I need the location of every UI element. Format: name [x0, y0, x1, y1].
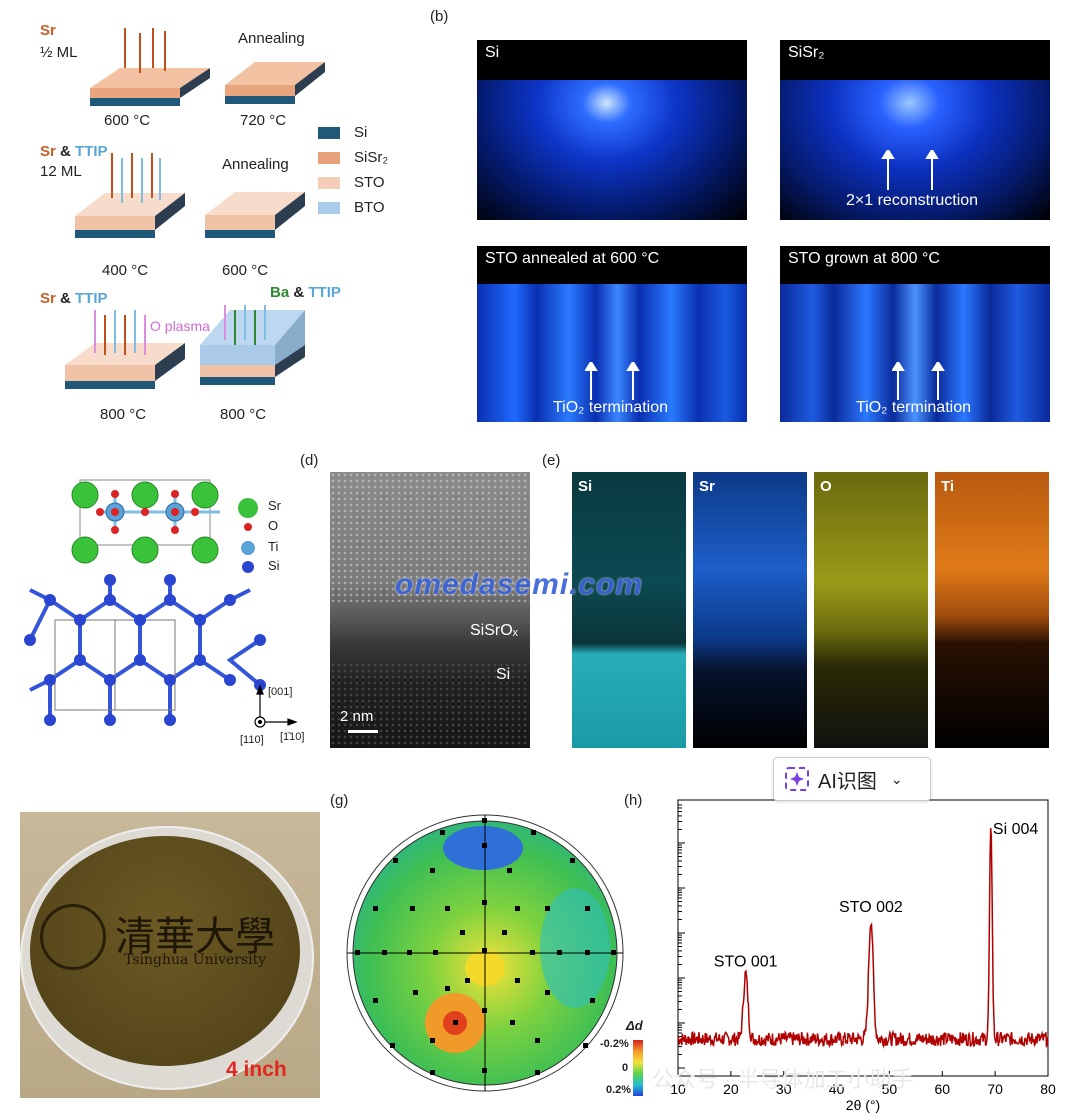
- legend-si-label: Si: [268, 558, 280, 573]
- temp-800b: 800 °C: [220, 406, 267, 423]
- x-tick-label: 50: [882, 1081, 898, 1097]
- crystal-structure: [24, 479, 298, 728]
- peak-label: STO 002: [839, 899, 903, 916]
- xrd-series: [677, 827, 1049, 1049]
- eds-ti-label: Ti: [941, 478, 955, 495]
- tem-image: SiSrOₓ Si 2 nm: [330, 472, 530, 748]
- chevron-down-icon: ⌄: [890, 770, 903, 787]
- panel-h-letter: (h): [624, 792, 643, 809]
- label-si-tem: Si: [496, 666, 511, 683]
- ai-recognize-button[interactable]: AI识图 ⌄: [773, 757, 931, 801]
- slab-3: [75, 153, 185, 238]
- x-tick-label: 20: [723, 1081, 739, 1097]
- rheed-sto-600: STO annealed at 600 °C TiO₂ termination: [477, 246, 747, 422]
- x-tick-label: 40: [829, 1081, 845, 1097]
- rheed-sisr2-title: SiSr₂: [788, 44, 825, 61]
- legend-ti-label: Ti: [268, 539, 279, 554]
- axis-001: [001]: [268, 686, 293, 698]
- atom-legend: [238, 498, 258, 573]
- wafer-size: 4 inch: [226, 1058, 287, 1081]
- temp-400: 400 °C: [102, 262, 149, 279]
- tsinghua-logo-cn: 清華大學: [115, 914, 275, 960]
- rheed-sto-800: STO grown at 800 °C TiO₂ termination: [780, 246, 1050, 422]
- xrd-chart: 10 20 30 40 50 60 70 80 STO 001 STO 002 Si 004 2θ…: [670, 799, 1056, 1113]
- panel-b-letter: (b): [430, 8, 449, 25]
- rheed-sto600-title: STO annealed at 600 °C: [485, 250, 660, 267]
- slab-1: [90, 28, 210, 106]
- sto-cell: [71, 479, 220, 564]
- rheed-si: Si: [477, 40, 747, 220]
- rheed-si-title: Si: [485, 44, 500, 61]
- legend-sisr2: SiSr₂: [354, 149, 389, 166]
- layer-legend: Si SiSr₂ STO BTO: [318, 124, 388, 216]
- x-axis-label: 2θ (°): [846, 1097, 880, 1113]
- tsinghua-logo-en: Tsinghua University: [124, 952, 267, 968]
- eds-map-si: Si: [572, 472, 686, 748]
- arrow-icons: [881, 150, 939, 190]
- slab-2: [225, 62, 325, 104]
- temp-720: 720 °C: [240, 112, 287, 129]
- legend-si: Si: [354, 124, 368, 141]
- rheed-sisr2: SiSr₂ 2×1 reconstruction: [780, 40, 1050, 220]
- label-sr-ttip: Sr & TTIP: [40, 143, 108, 160]
- legend-bto: BTO: [354, 199, 385, 216]
- peak-label: STO 001: [714, 954, 778, 971]
- legend-sr-label: Sr: [268, 498, 281, 513]
- label-sisrox: SiSrOₓ: [470, 622, 518, 639]
- colorbar-title: Δd: [626, 1018, 643, 1033]
- label-sr: Sr: [40, 22, 56, 39]
- ai-button-label: AI识图: [818, 770, 877, 793]
- scale-label: 2 nm: [340, 708, 374, 725]
- annealing-1: Annealing: [238, 30, 305, 47]
- panel-e-letter: (e): [542, 452, 561, 469]
- slab-4: [205, 192, 305, 238]
- panel-d-letter: (d): [300, 452, 319, 469]
- colorbar-top: -0.2%: [600, 1038, 629, 1050]
- x-tick-label: 10: [670, 1081, 686, 1097]
- x-tick-label: 70: [987, 1081, 1003, 1097]
- legend-o-label: O: [268, 518, 279, 533]
- watermark: omedasemi.com: [395, 568, 644, 601]
- temp-600: 600 °C: [104, 112, 151, 129]
- plot-frame: [677, 799, 1049, 1077]
- slab-6: [200, 305, 305, 385]
- rheed-sto600-caption: TiO₂ termination: [553, 399, 668, 416]
- label-ba-ttip: Ba & TTIP: [270, 284, 341, 301]
- rheed-sto800-caption: TiO₂ termination: [856, 399, 971, 416]
- label-sr-ttip-2: Sr & TTIP: [40, 290, 108, 307]
- ai-sparkle-icon: [785, 767, 809, 791]
- rheed-sto800-title: STO grown at 800 °C: [788, 250, 940, 267]
- x-tick-label: 60: [934, 1081, 950, 1097]
- panel-g-letter: (g): [330, 792, 349, 809]
- arrow-icons: [585, 362, 640, 400]
- x-tick-label: 30: [776, 1081, 792, 1097]
- eds-map-sr: Sr: [693, 472, 807, 748]
- axis-110: [110]: [240, 734, 264, 746]
- arrow-icons: [892, 362, 945, 400]
- eds-o-label: O: [820, 478, 832, 495]
- eds-map-ti: Ti: [935, 472, 1049, 748]
- x-tick-label: 80: [1040, 1081, 1056, 1097]
- annealing-2: Annealing: [222, 156, 289, 173]
- colorbar-mid: 0: [622, 1062, 629, 1074]
- label-oplasma: O plasma: [150, 318, 210, 334]
- slab-5: [65, 310, 185, 389]
- scale-bar: [348, 730, 378, 733]
- temp-600b: 600 °C: [222, 262, 269, 279]
- label-half-ml: ½ ML: [40, 44, 78, 61]
- wafer-photo: 清華大學 Tsinghua University 4 inch: [20, 812, 320, 1098]
- label-12ml: 12 ML: [40, 163, 82, 180]
- colorbar-bottom: 0.2%: [606, 1084, 632, 1096]
- colorbar: [633, 1040, 643, 1096]
- legend-sto: STO: [354, 174, 385, 191]
- wechat-watermark: 公众号 · 半导体加工小助手: [652, 1067, 914, 1092]
- eds-si-label: Si: [578, 478, 593, 495]
- axis-1bar10: [1̄10]: [280, 731, 305, 743]
- peak-label: Si 004: [993, 821, 1038, 838]
- eds-map-o: O: [814, 472, 928, 748]
- temp-800a: 800 °C: [100, 406, 147, 423]
- eds-sr-label: Sr: [699, 478, 715, 495]
- rheed-sisr2-caption: 2×1 reconstruction: [846, 192, 979, 209]
- pole-figure: [346, 814, 624, 1092]
